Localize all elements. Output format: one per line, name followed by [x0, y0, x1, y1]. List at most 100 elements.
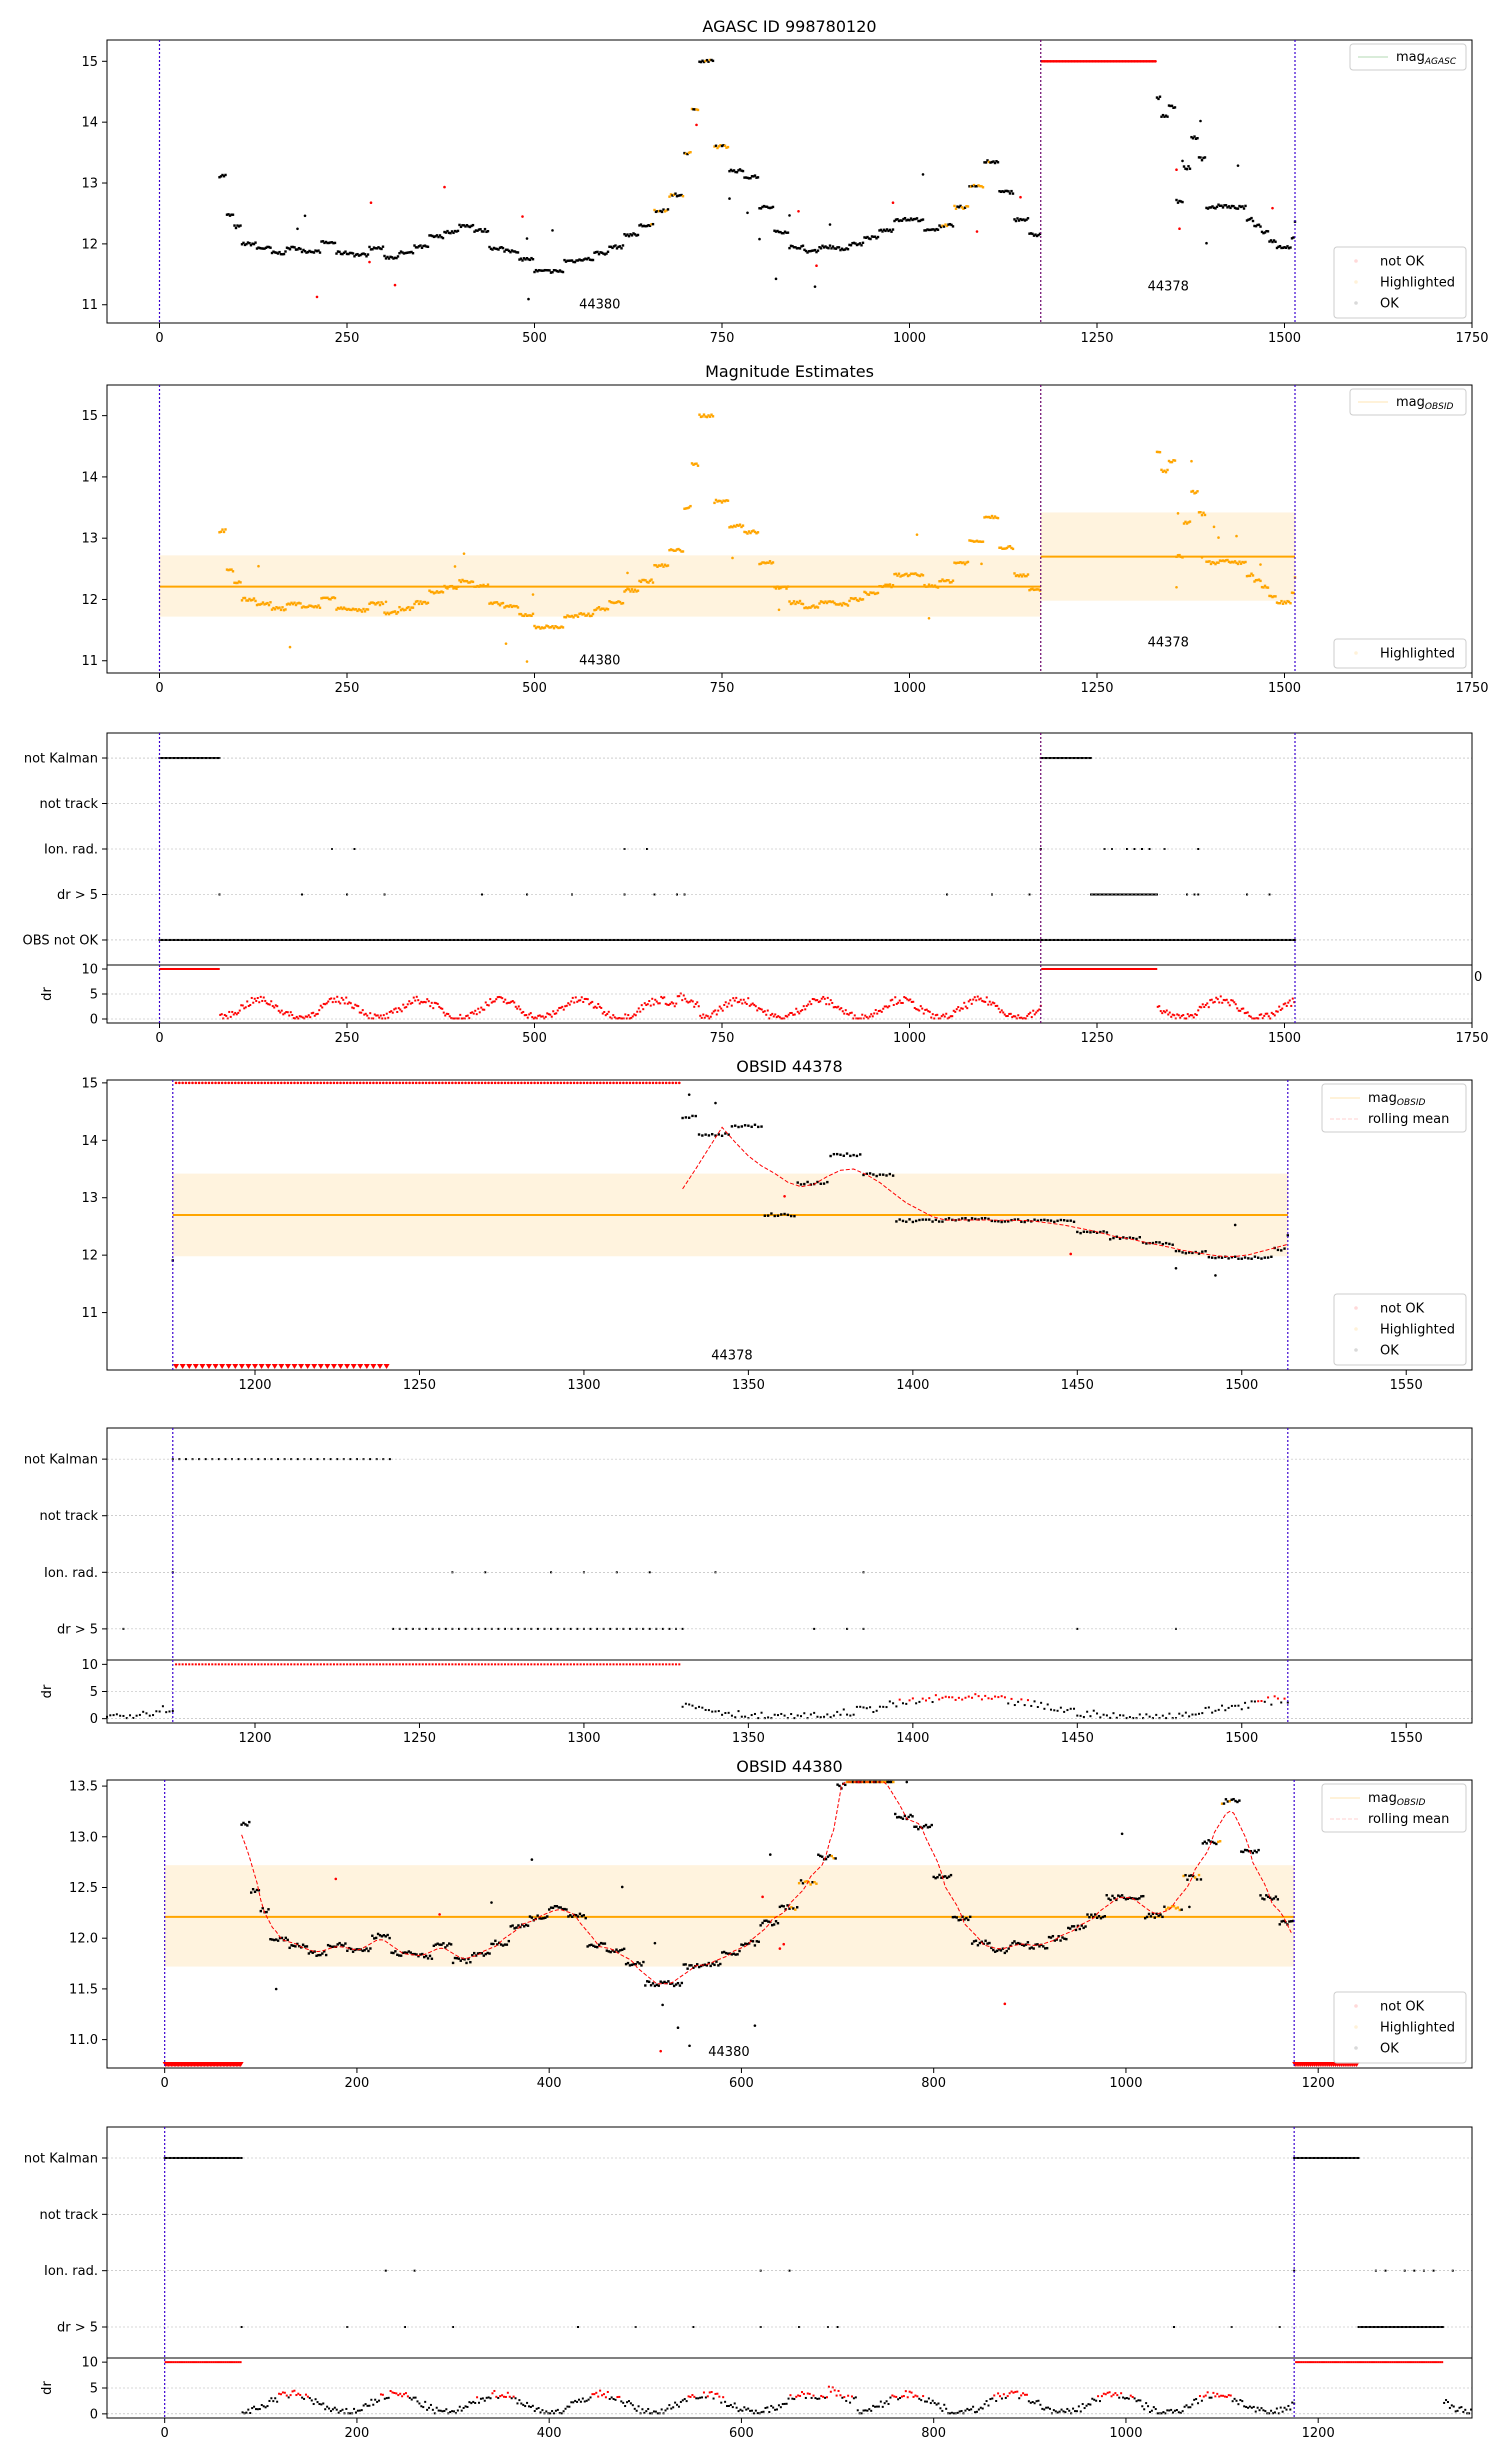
dr-point [816, 999, 819, 1002]
data-point [835, 1152, 839, 1156]
not-ok-point [319, 1081, 323, 1085]
data-point [608, 600, 611, 603]
data-point [701, 59, 704, 62]
dr-point [300, 1663, 303, 1666]
data-point [1253, 224, 1256, 228]
data-point [759, 562, 763, 565]
dr-point [523, 1663, 526, 1666]
data-point [320, 597, 323, 600]
data-point [319, 1953, 322, 1957]
not-ok-marker [383, 1364, 390, 1369]
dr-point [199, 968, 202, 970]
data-point [284, 250, 287, 253]
dr-point [1156, 1005, 1159, 1008]
data-point [1257, 578, 1261, 581]
not-ok-point [520, 1081, 523, 1085]
data-point [552, 268, 556, 272]
dr-point [1095, 968, 1098, 970]
data-point [905, 572, 908, 576]
dr-point [804, 1008, 807, 1011]
data-point [689, 504, 692, 508]
not-ok-marker [311, 1364, 318, 1369]
data-point [419, 600, 422, 603]
dr-point [427, 1000, 430, 1003]
flag-mark [425, 1627, 428, 1630]
flag-mark [277, 1458, 280, 1461]
dr-point [1083, 968, 1086, 970]
data-point [618, 245, 622, 248]
data-point [807, 606, 811, 609]
data-point [318, 606, 322, 610]
data-point [294, 1945, 297, 1948]
data-point [776, 585, 779, 588]
data-point [338, 607, 341, 610]
data-point [399, 1954, 403, 1957]
dr-point [225, 1014, 228, 1017]
dr-point [1230, 999, 1233, 1002]
data-point [259, 1909, 263, 1913]
dr-point [955, 1008, 958, 1011]
data-point [1272, 239, 1276, 242]
data-point [842, 1154, 845, 1157]
data-point [918, 1218, 921, 1222]
data-point [267, 1908, 270, 1911]
data-point [434, 591, 437, 594]
dr-point [244, 1006, 247, 1009]
data-point [303, 250, 307, 253]
data-point [402, 608, 406, 612]
dr-point [684, 997, 687, 1000]
data-point [906, 218, 910, 222]
not-ok-marker [271, 1364, 278, 1369]
data-point [576, 259, 580, 262]
data-point [942, 225, 946, 228]
dr-point [483, 1008, 486, 1011]
dr-point [949, 1015, 952, 1018]
dr-point [152, 1714, 155, 1717]
not-ok-point [391, 1081, 395, 1085]
dr-point [1112, 1712, 1115, 1715]
dr-point [1059, 968, 1062, 970]
data-point [432, 1944, 436, 1947]
dr-point [585, 997, 588, 1000]
dr-point [732, 997, 735, 1000]
dr-point [477, 1663, 480, 1666]
data-point [249, 599, 253, 602]
data-point [405, 251, 409, 255]
dr-point [478, 1011, 481, 1014]
dr-point [1255, 1017, 1258, 1020]
dr-point [249, 1004, 252, 1007]
data-point [1112, 1236, 1115, 1240]
data-point [708, 58, 712, 62]
data-point [416, 599, 419, 603]
not-ok-point [187, 1081, 191, 1085]
data-point [836, 246, 839, 249]
data-point [938, 580, 941, 583]
data-point [1224, 204, 1228, 207]
dr-point [546, 1012, 549, 1015]
data-point [1248, 574, 1252, 578]
dr-point [678, 1663, 681, 1666]
dr-point [1104, 968, 1107, 970]
dr-point [712, 1010, 715, 1013]
dr-point [805, 1004, 808, 1007]
dr-point [195, 968, 198, 970]
outlier-point [626, 571, 629, 575]
dr-point [451, 1017, 454, 1020]
dr-point [714, 1009, 717, 1012]
dr-point [682, 994, 685, 997]
dr-point [457, 1663, 460, 1666]
data-point [540, 626, 544, 629]
data-point [770, 562, 773, 565]
data-point [587, 256, 590, 260]
data-point [954, 561, 958, 565]
flag-mark [224, 1458, 227, 1461]
data-point [273, 251, 277, 254]
dr-point [754, 1005, 757, 1008]
data-point [782, 232, 785, 235]
data-point [449, 1943, 453, 1946]
flag-mark [1141, 848, 1143, 850]
dr-point [1032, 1009, 1035, 1012]
dr-point [670, 1001, 673, 1004]
data-point [290, 601, 293, 605]
not-ok-point [674, 1081, 678, 1085]
